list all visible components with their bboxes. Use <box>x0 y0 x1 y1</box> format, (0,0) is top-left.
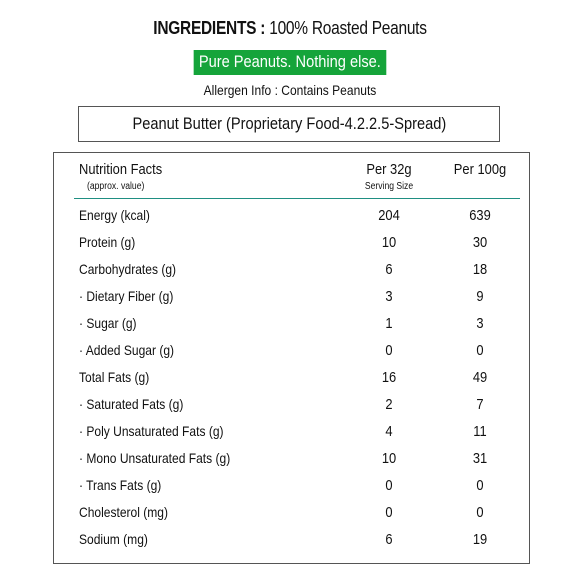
value-per-100g: 0 <box>476 342 484 359</box>
value-per-serving: 16 <box>381 369 397 386</box>
value-per-100g: 30 <box>472 234 488 251</box>
table-row: · Trans Fats (g) 0 0 <box>54 473 529 500</box>
product-name: Peanut Butter (Proprietary Food-4.2.2.5-… <box>132 114 446 133</box>
value-per-serving: 3 <box>385 288 393 305</box>
nutrient-name: · Added Sugar (g) <box>79 342 175 358</box>
table-row: Energy (kcal) 204 639 <box>54 203 529 230</box>
tagline-container: Pure Peanuts. Nothing else. <box>0 50 580 75</box>
nutrition-title: Nutrition Facts <box>79 161 163 178</box>
column-subheader-serving-size: Serving Size <box>364 181 414 192</box>
value-per-100g: 7 <box>476 396 484 413</box>
value-per-100g: 9 <box>476 288 484 305</box>
value-per-100g: 11 <box>473 423 487 440</box>
value-per-serving: 0 <box>385 342 393 359</box>
value-per-serving: 6 <box>385 531 393 548</box>
value-per-100g: 0 <box>476 477 484 494</box>
table-row: · Sugar (g) 1 3 <box>54 311 529 338</box>
nutrient-name: · Sugar (g) <box>79 315 137 331</box>
nutrient-name: Energy (kcal) <box>79 207 150 223</box>
nutrient-name: Carbohydrates (g) <box>79 261 177 277</box>
nutrient-name: Protein (g) <box>79 234 136 250</box>
table-row: · Poly Unsaturated Fats (g) 4 11 <box>54 419 529 446</box>
ingredients-label: INGREDIENTS : <box>153 18 266 38</box>
nutrient-name: Cholesterol (mg) <box>79 504 168 520</box>
nutrition-subtitle: (approx. value) <box>87 181 145 192</box>
nutrient-name: Total Fats (g) <box>79 369 150 385</box>
value-per-100g: 49 <box>472 369 488 386</box>
value-per-serving: 4 <box>385 423 393 440</box>
value-per-100g: 31 <box>472 450 488 467</box>
nutrition-rows: Energy (kcal) 204 639 Protein (g) 10 30 Carb… <box>54 203 529 554</box>
table-row: Carbohydrates (g) 6 18 <box>54 257 529 284</box>
column-header-per-100g: Per 100g <box>453 161 507 178</box>
value-per-serving: 10 <box>381 450 397 467</box>
table-row: Total Fats (g) 16 49 <box>54 365 529 392</box>
allergen-info: Allergen Info : Contains Peanuts <box>203 82 377 98</box>
value-per-serving: 2 <box>385 396 393 413</box>
ingredients-value: 100% Roasted Peanuts <box>269 18 427 38</box>
nutrient-name: · Mono Unsaturated Fats (g) <box>79 450 231 466</box>
table-row: · Saturated Fats (g) 2 7 <box>54 392 529 419</box>
value-per-serving: 0 <box>385 504 393 521</box>
table-row: Sodium (mg) 6 19 <box>54 527 529 554</box>
column-header-per-serving: Per 32g <box>366 161 412 178</box>
value-per-100g: 639 <box>469 207 491 224</box>
ingredients-line: INGREDIENTS : 100% Roasted Peanuts <box>41 18 540 39</box>
header-divider <box>74 198 520 199</box>
table-row: · Dietary Fiber (g) 3 9 <box>54 284 529 311</box>
nutrient-name: · Saturated Fats (g) <box>79 396 184 412</box>
product-name-box: Peanut Butter (Proprietary Food-4.2.2.5-… <box>78 106 500 142</box>
value-per-100g: 19 <box>472 531 488 548</box>
nutrient-name: · Poly Unsaturated Fats (g) <box>79 423 224 439</box>
table-row: Protein (g) 10 30 <box>54 230 529 257</box>
nutrition-panel: Nutrition Facts (approx. value) Per 32g … <box>53 152 530 564</box>
value-per-serving: 0 <box>385 477 393 494</box>
value-per-100g: 3 <box>476 315 484 332</box>
table-row: · Mono Unsaturated Fats (g) 10 31 <box>54 446 529 473</box>
nutrient-name: Sodium (mg) <box>79 531 148 547</box>
nutrient-name: · Trans Fats (g) <box>79 477 162 493</box>
value-per-serving: 6 <box>385 261 393 278</box>
value-per-serving: 1 <box>385 315 393 332</box>
value-per-100g: 18 <box>472 261 488 278</box>
value-per-100g: 0 <box>476 504 484 521</box>
value-per-serving: 204 <box>378 207 400 224</box>
table-row: · Added Sugar (g) 0 0 <box>54 338 529 365</box>
table-row: Cholesterol (mg) 0 0 <box>54 500 529 527</box>
tagline-badge: Pure Peanuts. Nothing else. <box>193 50 387 75</box>
nutrient-name: · Dietary Fiber (g) <box>79 288 174 304</box>
value-per-serving: 10 <box>381 234 397 251</box>
